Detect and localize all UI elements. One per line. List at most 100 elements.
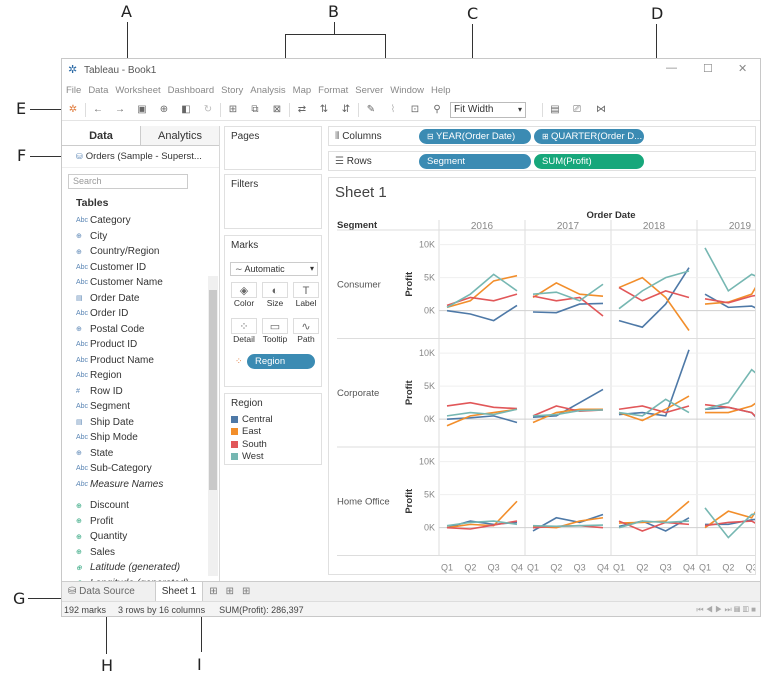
mark-type-dropdown[interactable]: ∼ Automatic ▾ <box>230 262 318 276</box>
field-item[interactable]: Abc Product Name <box>62 353 219 369</box>
callout-e-line <box>30 109 68 110</box>
field-item[interactable]: ▤ Ship Date <box>62 415 219 431</box>
menu-format[interactable]: Format <box>318 84 349 96</box>
menu-story[interactable]: Story <box>221 84 244 96</box>
region-color-pill[interactable]: Region <box>247 354 315 369</box>
profit-axis-title: Profit <box>404 380 415 406</box>
field-item[interactable]: ⊕ Latitude (generated) <box>62 560 219 576</box>
new-dashboard-tab-icon[interactable]: ⊞ <box>225 586 235 597</box>
legend-item[interactable]: South <box>225 438 321 451</box>
field-item[interactable]: Abc Sub-Category <box>62 461 219 477</box>
swap-icon[interactable]: ⇄ <box>297 104 307 115</box>
field-item[interactable]: Abc Measure Names <box>62 477 219 493</box>
menu-dashboard[interactable]: Dashboard <box>167 84 215 96</box>
field-item[interactable]: # Row ID <box>62 384 219 400</box>
path-mark-button[interactable]: ∿ Path <box>293 318 319 350</box>
tooltip-mark-button[interactable]: ▭ Tooltip <box>262 318 288 350</box>
field-item[interactable]: ⊕ Profit <box>62 514 219 530</box>
legend-item[interactable]: West <box>225 451 321 464</box>
show-cards-icon[interactable]: ▤ <box>550 104 560 115</box>
group-icon[interactable]: ⌇ <box>390 104 396 115</box>
menu-window[interactable]: Window <box>390 84 425 96</box>
menu-file[interactable]: File <box>66 84 82 96</box>
duplicate-sheet-icon[interactable]: ⧉ <box>251 104 259 115</box>
segment-pill[interactable]: Segment <box>419 154 531 169</box>
field-item[interactable]: ⊕ Discount <box>62 498 219 514</box>
field-item[interactable]: ⊕ Country/Region <box>62 244 219 260</box>
tables-heading: Tables <box>76 197 109 209</box>
navigation-icons[interactable]: ⏮ ◀ ▶ ⏭ ▦ ▥ ■ <box>696 605 756 614</box>
field-item[interactable]: Abc Order ID <box>62 306 219 322</box>
sort-descending-icon[interactable]: ⇵ <box>341 104 351 115</box>
fix-axes-icon[interactable]: ⚲ <box>433 104 441 115</box>
minimize-button[interactable]: — <box>666 62 677 74</box>
sheet1-tab[interactable]: Sheet 1 <box>154 581 204 602</box>
color-mark-button[interactable]: ◈ Color <box>231 282 257 314</box>
series-line-south <box>704 294 755 304</box>
legend-item[interactable]: East <box>225 426 321 439</box>
field-item[interactable]: Abc Ship Mode <box>62 430 219 446</box>
save-icon[interactable]: ▣ <box>137 104 147 115</box>
new-worksheet-tab-icon[interactable]: ⊞ <box>209 586 218 597</box>
filters-card[interactable]: Filters <box>224 174 322 229</box>
menu-analysis[interactable]: Analysis <box>250 84 286 96</box>
quarter-label: Q1 <box>613 563 625 573</box>
field-item[interactable]: ⊕ Quantity <box>62 529 219 545</box>
detail-mark-button[interactable]: ⁘ Detail <box>231 318 257 350</box>
new-story-tab-icon[interactable]: ⊞ <box>242 586 251 597</box>
data-source-item[interactable]: ⛁ Orders (Sample - Superst... <box>62 146 219 168</box>
field-item[interactable]: Abc Category <box>62 213 219 229</box>
undo-icon[interactable]: ← <box>93 104 103 115</box>
field-item[interactable]: Abc Product ID <box>62 337 219 353</box>
legend-item[interactable]: Central <box>225 413 321 426</box>
label-mark-button[interactable]: T Label <box>293 282 319 314</box>
clear-sheet-icon[interactable]: ⊠ <box>272 104 282 115</box>
field-list-scrollbar[interactable] <box>208 276 218 576</box>
fit-width-dropdown[interactable]: Fit Width <box>450 101 526 118</box>
new-data-source-icon[interactable]: ⊕ <box>159 104 169 115</box>
field-item[interactable]: Abc Customer ID <box>62 260 219 276</box>
field-item[interactable]: Abc Segment <box>62 399 219 415</box>
year-order-date-pill[interactable]: ⊟ YEAR(Order Date) <box>419 129 531 144</box>
redo-icon[interactable]: → <box>115 104 125 115</box>
field-item[interactable]: ⊕ State <box>62 446 219 462</box>
search-input[interactable]: Search <box>68 174 188 189</box>
field-item[interactable]: ▤ Order Date <box>62 291 219 307</box>
share-icon[interactable]: ⋈ <box>596 104 606 115</box>
field-item[interactable]: ⊕ City <box>62 229 219 245</box>
new-worksheet-icon[interactable]: ⊞ <box>228 104 238 115</box>
columns-shelf[interactable]: ⦀ Columns ⊟ YEAR(Order Date) ⊞ QUARTER(O… <box>328 126 756 146</box>
size-mark-button[interactable]: ◐ Size <box>262 282 288 314</box>
quarter-order-date-pill[interactable]: ⊞ QUARTER(Order D... <box>534 129 644 144</box>
sum-profit-pill[interactable]: SUM(Profit) <box>534 154 644 169</box>
quarter-label: Q4 <box>683 563 695 573</box>
tab-analytics[interactable]: Analytics <box>140 126 219 145</box>
scrollbar-thumb[interactable] <box>209 290 217 490</box>
presentation-mode-icon[interactable]: ⎚ <box>573 104 581 115</box>
field-item[interactable]: ⊕ Sales <box>62 545 219 561</box>
menu-help[interactable]: Help <box>431 84 451 96</box>
menu-map[interactable]: Map <box>292 84 312 96</box>
field-item[interactable]: Abc Region <box>62 368 219 384</box>
tableau-start-icon[interactable]: ✲ <box>68 104 78 115</box>
rows-shelf[interactable]: ☰ Rows Segment SUM(Profit) <box>328 151 756 171</box>
close-button[interactable]: ✕ <box>738 63 748 75</box>
maximize-button[interactable]: ☐ <box>703 63 713 75</box>
field-item[interactable]: ⊕ Postal Code <box>62 322 219 338</box>
callout-e: E <box>16 99 27 118</box>
tab-data[interactable]: Data <box>62 126 140 145</box>
dim-field-icon: Abc <box>76 310 89 318</box>
highlight-icon[interactable]: ✎ <box>366 104 376 115</box>
field-item[interactable]: Abc Customer Name <box>62 275 219 291</box>
menu-worksheet[interactable]: Worksheet <box>115 84 161 96</box>
menu-data[interactable]: Data <box>88 84 109 96</box>
series-line-central <box>446 415 518 424</box>
refresh-icon[interactable]: ↻ <box>203 104 213 115</box>
data-source-tab[interactable]: ⛁ Data Source <box>68 586 135 597</box>
show-labels-icon[interactable]: ⊡ <box>410 104 420 115</box>
pause-updates-icon[interactable]: ◧ <box>181 104 191 115</box>
menu-server[interactable]: Server <box>355 84 384 96</box>
sort-ascending-icon[interactable]: ⇅ <box>319 104 329 115</box>
pages-card[interactable]: Pages <box>224 126 322 170</box>
detail-icon: ⁘ <box>231 318 257 334</box>
